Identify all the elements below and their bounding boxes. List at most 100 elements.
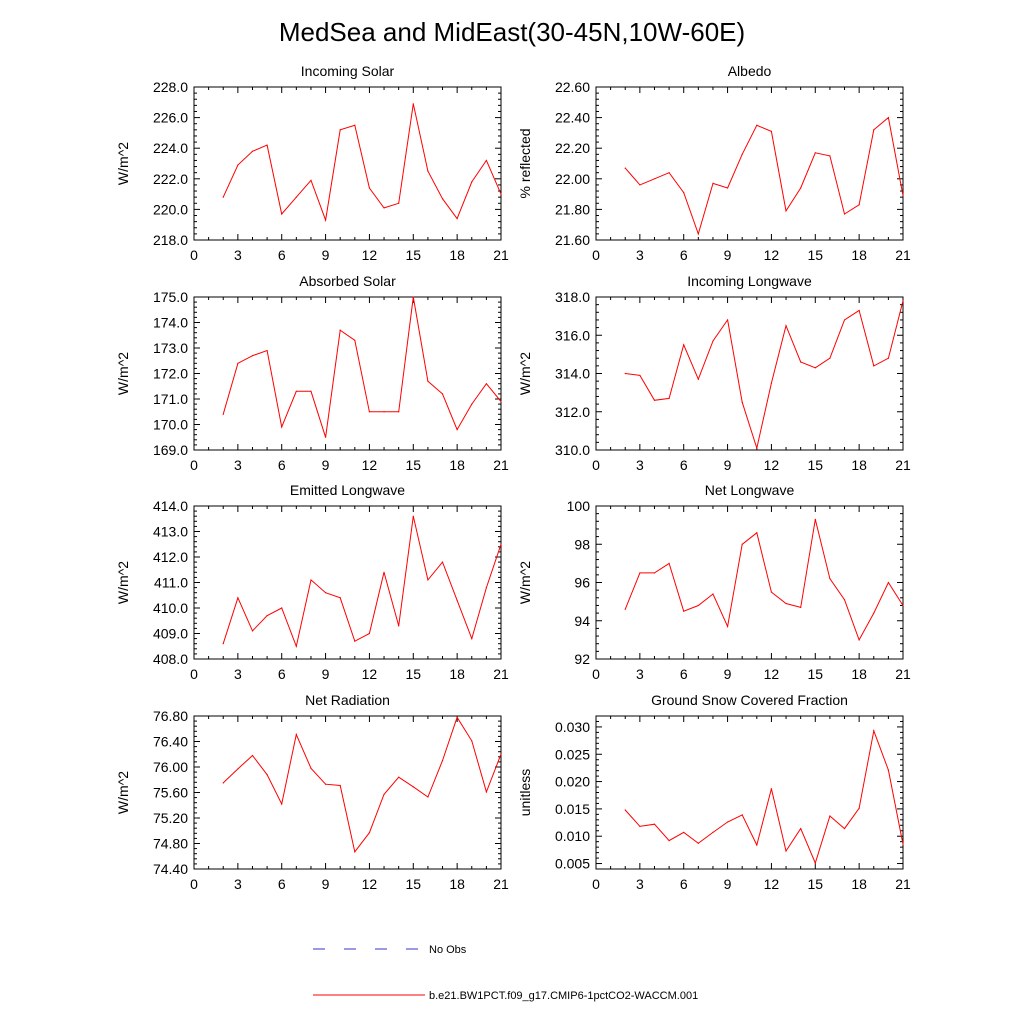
y-tick-label: 98 [574,536,590,552]
chart-panel: 0 3 6 9 12 15 18 21 408.0 409.0 410.0 411.0 412.0 413… [115,482,509,682]
x-tick-label: 12 [362,457,378,473]
y-tick-label: 92 [574,651,590,667]
data-point [624,809,626,811]
y-tick-label: 74.80 [153,836,188,852]
data-point [456,599,458,601]
chart-panel: 0 3 6 9 12 15 18 21 74.40 74.80 75.20 75.60 76.00 76.… [115,692,509,892]
x-tick-label: 9 [724,247,732,263]
y-tick-label: 224.0 [153,140,188,156]
data-point [843,599,846,601]
data-point [741,543,743,545]
y-tick-label: 410.0 [153,600,188,616]
panel-title: Net Longwave [705,482,795,498]
y-tick-label: 75.60 [153,785,188,801]
data-point [668,839,670,842]
x-tick-label: 3 [636,666,644,682]
data-point [624,608,626,610]
x-tick-label: 0 [592,876,600,892]
x-tick-label: 15 [807,247,823,263]
data-point [339,784,341,787]
data-point [800,361,802,363]
data-point [266,774,268,776]
data-point [383,571,385,573]
y-axis-label: W/m^2 [115,771,131,814]
data-point [456,429,458,431]
data-point [222,413,224,415]
data-point [902,604,904,607]
series-line [222,516,502,649]
x-tick-label: 9 [322,666,330,682]
x-tick-label: 6 [278,457,286,473]
data-point [295,196,297,198]
data-point [456,217,458,220]
chart-panel: 0 3 6 9 12 15 18 21 310.0 312.0 314.0 316.0 318.0 Inc… [517,273,911,473]
x-tick-label: 6 [278,666,286,682]
y-tick-label: 100 [567,498,591,514]
x-tick-label: 3 [234,247,242,263]
data-point [310,579,312,581]
data-point [471,740,473,742]
data-point [398,202,400,204]
data-point [814,518,816,520]
y-tick-label: 414.0 [153,498,188,514]
data-point [427,796,429,798]
data-point [624,167,626,169]
data-point [668,172,670,174]
y-tick-label: 0.020 [555,774,590,790]
data-point [741,814,743,816]
y-tick-label: 318.0 [555,289,590,305]
data-point [902,300,904,302]
x-tick-label: 15 [405,457,421,473]
y-tick-label: 0.025 [555,746,590,762]
data-point [741,401,743,403]
data-point [726,625,729,628]
y-axis-label: W/m^2 [517,352,533,395]
data-point [887,581,889,584]
y-tick-label: 22.40 [555,110,590,126]
data-point [295,733,297,736]
data-point [237,164,239,166]
x-tick-label: 9 [322,457,330,473]
x-tick-label: 12 [764,247,780,263]
y-tick-label: 76.00 [153,759,188,775]
data-point [412,786,414,788]
data-point [471,638,473,640]
data-point [222,196,224,198]
chart-panel: 0 3 6 9 12 15 18 21 218.0 220.0 222.0 224.0 226.0 228… [115,63,509,263]
data-point [829,578,831,580]
x-tick-label: 21 [493,666,509,682]
data-point [858,204,860,206]
x-tick-label: 18 [851,247,867,263]
y-axis-label: W/m^2 [115,142,131,185]
y-tick-label: 21.60 [555,232,590,248]
data-point [222,643,224,645]
y-tick-label: 76.80 [153,708,188,724]
data-point [770,591,773,593]
y-tick-label: 175.0 [153,289,188,305]
x-tick-label: 3 [636,876,644,892]
data-point [712,831,714,833]
data-point [398,411,400,413]
data-point [398,776,400,778]
data-point [697,233,699,235]
data-point [785,325,787,327]
y-tick-label: 171.0 [153,391,188,407]
x-tick-label: 18 [449,876,465,892]
y-tick-label: 412.0 [153,549,188,565]
data-point [295,645,297,647]
data-point [843,213,846,215]
data-point [639,572,641,574]
data-point [887,357,889,359]
x-tick-label: 15 [405,666,421,682]
data-point [324,592,327,594]
data-point [887,769,889,771]
data-point [668,562,670,564]
x-tick-label: 18 [851,457,867,473]
data-point [653,399,656,401]
data-point [354,640,356,642]
series-line [222,716,502,853]
data-point [785,850,787,852]
plot-frame [193,296,502,451]
plot-frame [595,715,904,870]
x-tick-label: 0 [190,876,198,892]
